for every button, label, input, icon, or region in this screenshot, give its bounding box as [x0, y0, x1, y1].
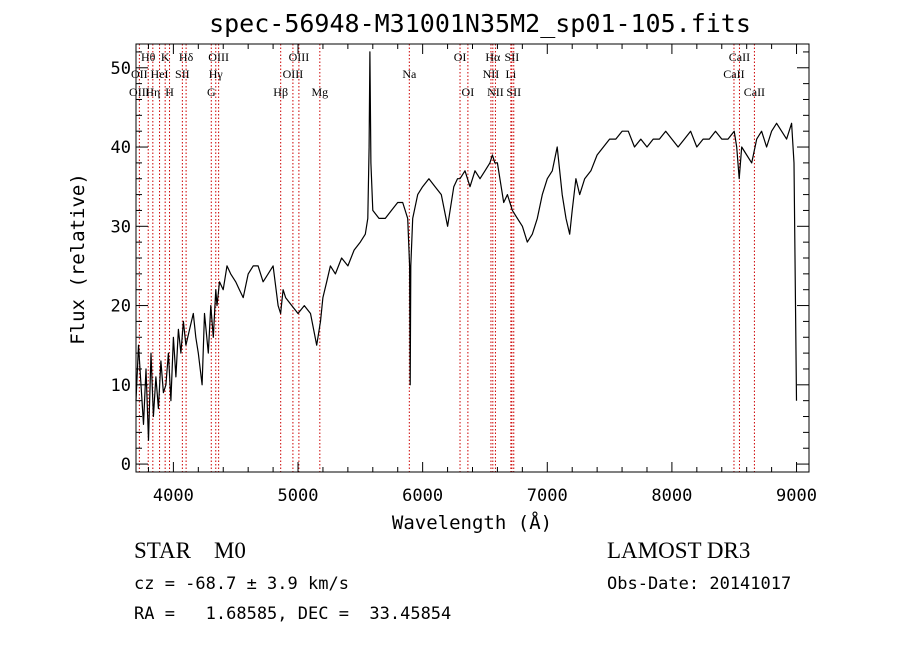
line-label: Li	[506, 67, 517, 81]
x-tick-label: 9000	[776, 486, 817, 506]
y-tick-label: 50	[111, 59, 131, 79]
series-layer	[135, 51, 798, 441]
survey-name: LAMOST DR3	[607, 538, 751, 563]
y-axis-label: Flux (relative)	[67, 173, 89, 345]
line-label: Hγ	[209, 67, 224, 81]
line-label: K	[161, 50, 170, 64]
line-label: OIII	[129, 85, 150, 99]
line-label: HeI	[151, 67, 169, 81]
line-label: Na	[402, 67, 417, 81]
line-label: OI	[462, 85, 475, 99]
y-tick-label: 20	[111, 297, 131, 317]
object-class: STAR M0	[134, 538, 246, 563]
line-label: SII	[506, 85, 521, 99]
line-label: NII	[483, 67, 500, 81]
x-axis-label: Wavelength (Å)	[392, 511, 552, 534]
line-label: NII	[487, 85, 504, 99]
line-label: CaII	[729, 50, 750, 64]
emission-line-markers	[138, 44, 755, 472]
axis-ticks: 4000 5000 6000 7000 8000 9000 0 10 20 30 40 50	[111, 44, 817, 506]
line-label: OIII	[208, 50, 229, 64]
y-tick-label: 40	[111, 138, 131, 158]
spectrum-line	[135, 51, 798, 441]
plot-frame	[135, 43, 810, 473]
redshift-value: cz = -68.7 ± 3.9 km/s	[134, 574, 349, 594]
line-label: SII	[505, 50, 520, 64]
line-label: Hδ	[179, 50, 194, 64]
x-tick-label: 4000	[153, 486, 194, 506]
line-label: G	[207, 85, 216, 99]
line-label: CaII	[723, 67, 744, 81]
line-label: OIII	[289, 50, 310, 64]
line-label: Hη	[145, 85, 160, 99]
line-label: Hα	[485, 50, 501, 64]
line-label: Mg	[311, 85, 328, 99]
y-tick-label: 30	[111, 217, 131, 237]
coordinates: RA = 1.68585, DEC = 33.45854	[134, 604, 452, 624]
line-label: OIII	[283, 67, 304, 81]
line-label: SII	[175, 67, 190, 81]
y-tick-label: 0	[121, 455, 131, 475]
x-tick-label: 6000	[402, 486, 443, 506]
line-label: CaII	[744, 85, 765, 99]
observation-date: Obs-Date: 20141017	[607, 574, 792, 594]
line-label: OII	[131, 67, 148, 81]
line-label: H	[165, 85, 174, 99]
x-tick-label: 8000	[651, 486, 692, 506]
x-tick-label: 5000	[278, 486, 319, 506]
line-label: Hθ	[141, 50, 156, 64]
x-tick-label: 7000	[527, 486, 568, 506]
line-label: OI	[454, 50, 467, 64]
y-tick-label: 10	[111, 376, 131, 396]
line-label: Hβ	[273, 85, 288, 99]
chart-title: spec-56948-M31001N35M2_sp01-105.fits	[209, 9, 751, 38]
